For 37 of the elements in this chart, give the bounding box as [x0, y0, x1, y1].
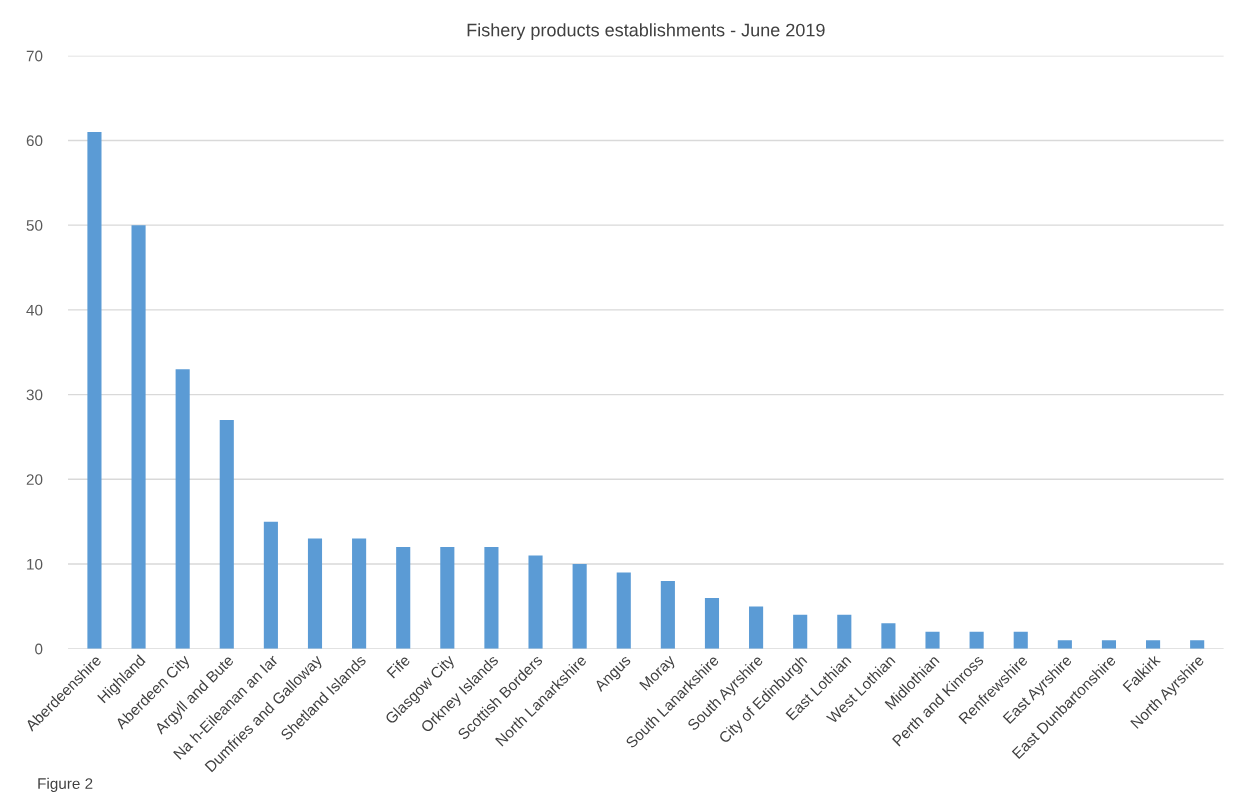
bar	[925, 631, 940, 649]
bar	[704, 597, 720, 649]
bar	[131, 225, 146, 649]
bar	[484, 547, 499, 649]
bar	[1146, 640, 1161, 649]
bar	[307, 538, 323, 649]
bar	[1057, 640, 1072, 649]
y-tick-label: 60	[26, 135, 43, 147]
bar	[440, 547, 455, 649]
bar	[616, 572, 631, 649]
y-tick-label: 50	[26, 220, 43, 231]
bar	[219, 420, 234, 649]
bar	[352, 538, 367, 649]
y-tick-label: 20	[26, 474, 43, 485]
bar	[396, 547, 411, 649]
chart-title: Fishery products establishments - June 2019	[467, 23, 825, 41]
bar	[87, 131, 102, 649]
bar	[837, 614, 852, 649]
bar	[793, 614, 808, 649]
bar	[660, 580, 675, 649]
bar	[528, 555, 543, 649]
bar	[572, 564, 587, 649]
bar	[175, 369, 190, 649]
bar	[263, 521, 278, 649]
y-tick-label: 0	[35, 643, 43, 655]
bar	[1190, 640, 1205, 649]
bar	[1013, 631, 1028, 649]
caption: Figure 2	[38, 777, 93, 793]
bar	[749, 606, 764, 649]
bar	[1101, 640, 1117, 649]
y-tick-label: 40	[26, 304, 43, 316]
y-tick-label: 10	[27, 558, 43, 570]
bar	[969, 631, 984, 649]
y-tick-label: 70	[26, 50, 43, 62]
bar	[881, 623, 896, 649]
x-tick-label: Fife	[386, 654, 411, 679]
y-tick-label: 30	[26, 389, 43, 401]
